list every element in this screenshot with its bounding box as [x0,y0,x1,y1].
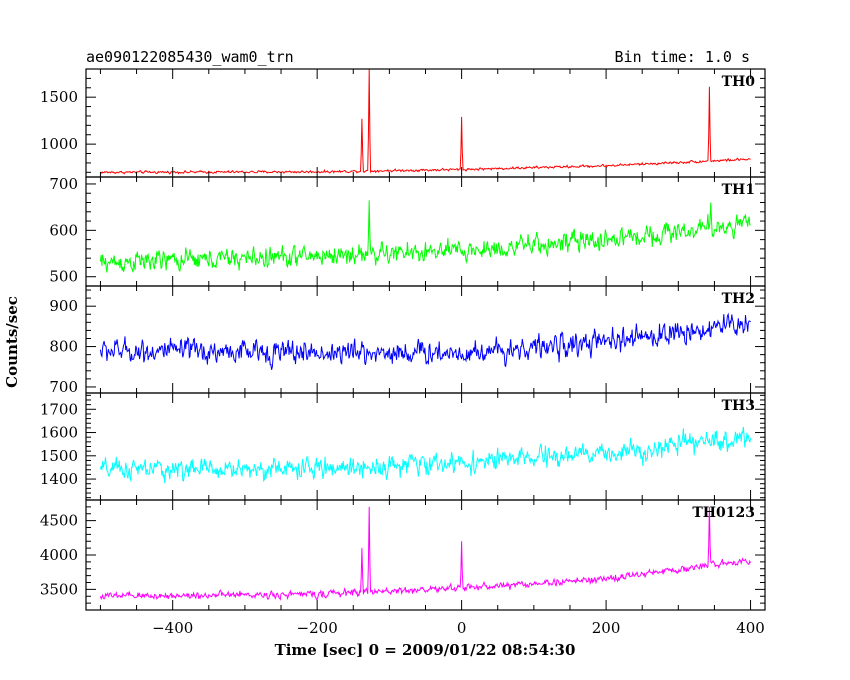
x-tick-label: 0 [457,619,467,637]
series-line-th2 [99,312,751,370]
x-tick-label: −200 [297,619,338,637]
panel-frame [85,68,766,178]
panel-th0123: TH0123 3500 4000 4500 [40,499,766,611]
y-tick-label: 600 [49,221,78,239]
bin-time-label: Bin time: 1.0 s [615,48,750,66]
panel-label-th0: TH0 [722,74,756,90]
x-tick-label: −400 [152,619,193,637]
panel-th0: TH0 1000 1500 [40,68,766,178]
panel-label-th2: TH2 [722,291,755,307]
series-line-th0 [100,69,751,175]
panel-th1: TH1 500 600 700 [49,175,766,287]
y-tick-label: 1500 [40,447,78,465]
y-tick-label: 4500 [40,512,78,530]
panel-frame [85,392,766,501]
series-line-th1 [99,200,751,273]
y-tick-label: 700 [49,175,78,193]
y-tick-label: 1700 [40,400,78,418]
x-tick-label: 400 [736,619,765,637]
y-tick-label: 1500 [40,88,78,106]
panel-th2: TH2 700 800 900 [49,285,766,396]
y-tick-label: 900 [49,297,78,315]
y-tick-label: 700 [49,378,78,396]
x-axis-label: Time [sec] 0 = 2009/01/22 08:54:30 [275,641,576,659]
y-tick-label: 4000 [40,546,78,564]
panel-label-th3: TH3 [722,398,755,414]
y-tick-label: 1600 [40,424,78,442]
chart-title: ae090122085430_wam0_trn [86,48,294,66]
panel-frame [85,499,766,611]
panel-label-th0123: TH0123 [692,505,755,521]
panel-th3: TH3 1400 1500 1600 1700 [40,392,766,501]
panel-label-th1: TH1 [722,182,755,198]
y-tick-label: 500 [49,268,78,286]
y-tick-label: 1000 [40,135,78,153]
series-line-th3 [99,426,752,484]
series-line-th0123 [99,506,752,601]
x-tick-label: 200 [592,619,621,637]
y-tick-label: 1400 [40,470,78,488]
y-tick-label: 3500 [40,580,78,598]
y-axis-label: Counts/sec [3,296,21,388]
y-tick-label: 800 [49,338,78,356]
